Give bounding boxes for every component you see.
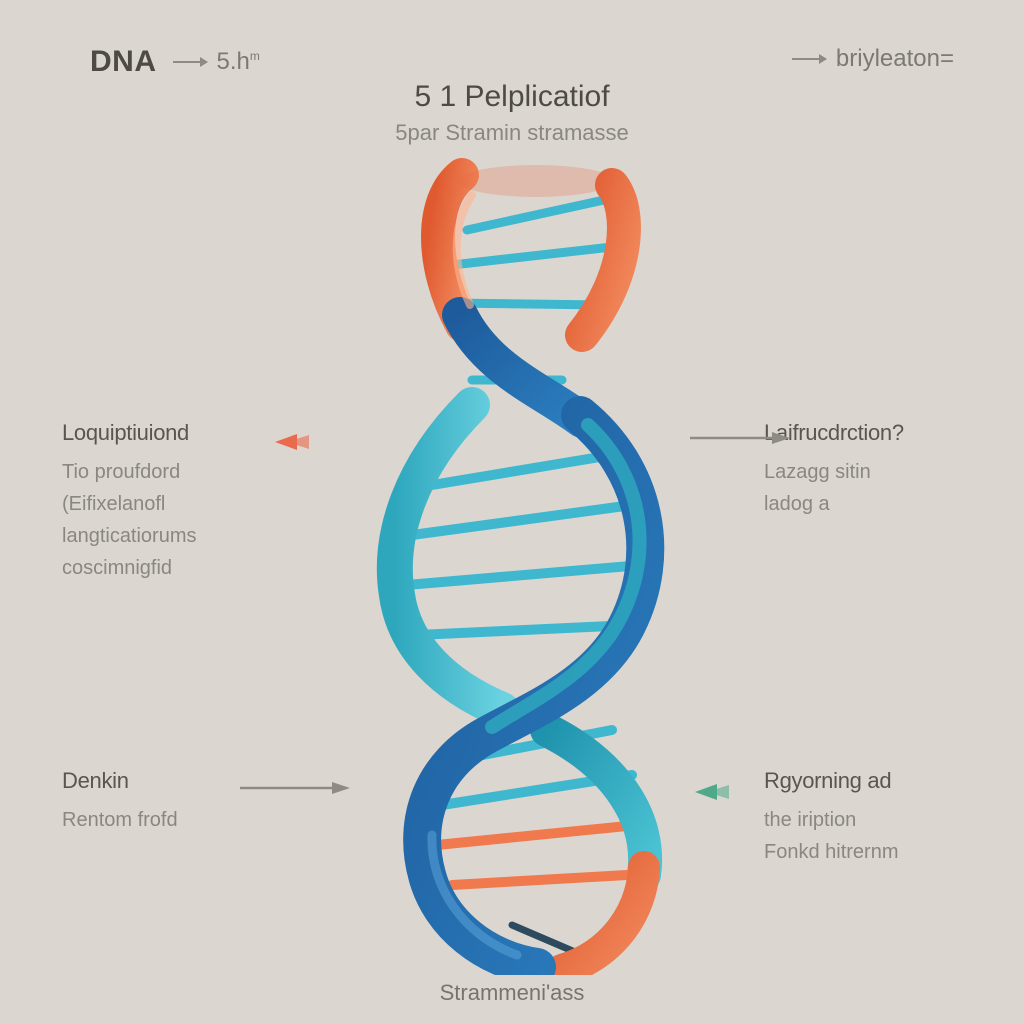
annotation-body: the iription Fonkd hitrernm	[764, 804, 974, 868]
annotation-right-mid: Laifrucdrction? Lazagg sitin ladog a	[764, 420, 974, 520]
dna-label: DNA	[90, 45, 157, 79]
title-line1: 5 1 Pelplicatiof	[0, 80, 1024, 114]
annotation-line: ladog a	[764, 488, 974, 520]
annotation-line: coscimnigfid	[62, 552, 272, 584]
annotation-left-mid: Loquiptiuiond Tio proufdord (Eifixelanof…	[62, 420, 272, 584]
arrow-icon	[173, 61, 207, 63]
annotation-line: Tio proufdord	[62, 456, 272, 488]
header-right: briyleaton=	[776, 45, 954, 73]
arrow-icon-grey	[240, 790, 320, 793]
annotation-body: Rentom frofd	[62, 804, 272, 836]
title-line2: 5par Stramin stramasse	[0, 120, 1024, 146]
annotation-line: the iription	[764, 804, 974, 836]
annotation-line: (Eifixelanofl	[62, 488, 272, 520]
annotation-line: Lazagg sitin	[764, 456, 974, 488]
dna-helix	[312, 155, 712, 975]
arrow-icon	[792, 58, 826, 60]
annotation-line: langticatiorums	[62, 520, 272, 552]
annotation-line: Fonkd hitrernm	[764, 836, 974, 868]
annotation-body: Lazagg sitin ladog a	[764, 456, 974, 520]
annotation-heading: Loquiptiuiond	[62, 420, 272, 446]
bottom-label: Strammeni'ass	[0, 980, 1024, 1006]
annotation-line: Rentom frofd	[62, 804, 272, 836]
annotation-heading: Laifrucdrction?	[764, 420, 974, 446]
header-right-text: briyleaton=	[836, 45, 954, 73]
header-sub: 5.hm	[217, 48, 260, 76]
annotation-body: Tio proufdord (Eifixelanofl langticatior…	[62, 456, 272, 584]
title-block: 5 1 Pelplicatiof 5par Stramin stramasse	[0, 80, 1024, 146]
